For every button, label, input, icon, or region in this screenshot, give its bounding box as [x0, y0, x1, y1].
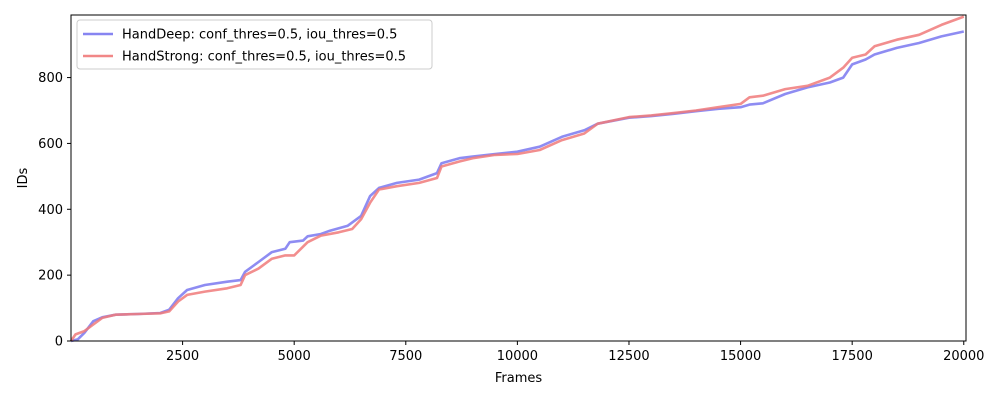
legend: HandDeep: conf_thres=0.5, iou_thres=0.5 H… — [76, 19, 433, 70]
y-tick-label: 600 — [38, 137, 63, 152]
x-tick-label: 7500 — [389, 349, 422, 364]
x-tick-label: 2500 — [166, 349, 199, 364]
plot-frame — [70, 14, 967, 342]
y-tick-label: 800 — [38, 71, 63, 86]
legend-box — [76, 19, 433, 70]
x-tick-label: 12500 — [608, 349, 649, 364]
x-tick-label: 10000 — [497, 349, 538, 364]
x-axis-ticks: 2500 5000 7500 10000 12500 15000 17500 20000 — [166, 341, 984, 364]
y-axis-label: IDs — [16, 167, 31, 188]
x-tick-label: 15000 — [720, 349, 761, 364]
y-tick-label: 0 — [55, 335, 63, 350]
y-tick-label: 200 — [38, 269, 63, 284]
series-line-2 — [69, 15, 965, 342]
series-layer — [69, 15, 965, 343]
y-axis-ticks: 0 200 400 600 800 — [38, 71, 71, 350]
x-tick-label: 17500 — [831, 349, 872, 364]
x-tick-label: 20000 — [943, 349, 984, 364]
x-axis-label: Frames — [495, 371, 543, 386]
legend-label-1: HandDeep: conf_thres=0.5, iou_thres=0.5 — [122, 28, 397, 43]
legend-label-2: HandStrong: conf_thres=0.5, iou_thres=0.… — [122, 50, 406, 65]
series-line-1 — [70, 30, 965, 343]
y-tick-label: 400 — [38, 203, 63, 218]
x-tick-label: 5000 — [278, 349, 311, 364]
